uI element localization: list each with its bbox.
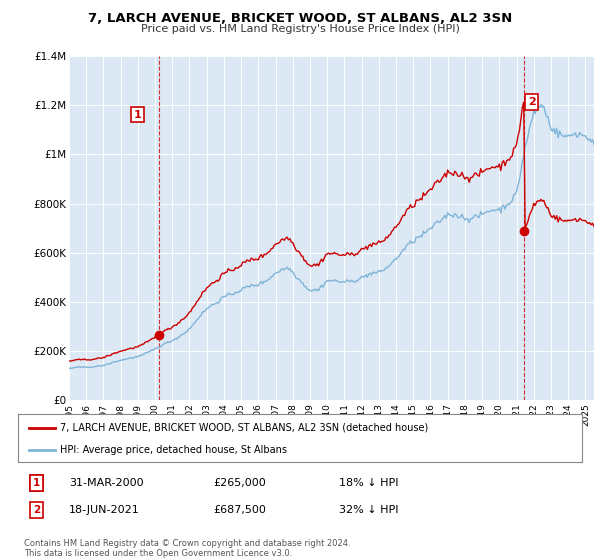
Text: 31-MAR-2000: 31-MAR-2000 — [69, 478, 143, 488]
Text: 3: 3 — [33, 478, 40, 488]
Text: 1: 1 — [134, 110, 141, 119]
Text: 18-JUN-2021: 18-JUN-2021 — [69, 505, 140, 515]
Text: 32% ↓ HPI: 32% ↓ HPI — [339, 505, 398, 515]
Text: 7, LARCH AVENUE, BRICKET WOOD, ST ALBANS, AL2 3SN: 7, LARCH AVENUE, BRICKET WOOD, ST ALBANS… — [88, 12, 512, 25]
Text: HPI: Average price, detached house, St Albans: HPI: Average price, detached house, St A… — [60, 445, 287, 455]
Text: 2: 2 — [528, 97, 536, 107]
Text: This data is licensed under the Open Government Licence v3.0.: This data is licensed under the Open Gov… — [24, 549, 292, 558]
Text: 1: 1 — [33, 478, 40, 488]
Text: £687,500: £687,500 — [213, 505, 266, 515]
Text: £265,000: £265,000 — [213, 478, 266, 488]
Text: Price paid vs. HM Land Registry's House Price Index (HPI): Price paid vs. HM Land Registry's House … — [140, 24, 460, 34]
Text: 7, LARCH AVENUE, BRICKET WOOD, ST ALBANS, AL2 3SN (detached house): 7, LARCH AVENUE, BRICKET WOOD, ST ALBANS… — [60, 423, 428, 433]
Text: 18% ↓ HPI: 18% ↓ HPI — [339, 478, 398, 488]
Text: Contains HM Land Registry data © Crown copyright and database right 2024.: Contains HM Land Registry data © Crown c… — [24, 539, 350, 548]
Text: 2: 2 — [33, 505, 40, 515]
